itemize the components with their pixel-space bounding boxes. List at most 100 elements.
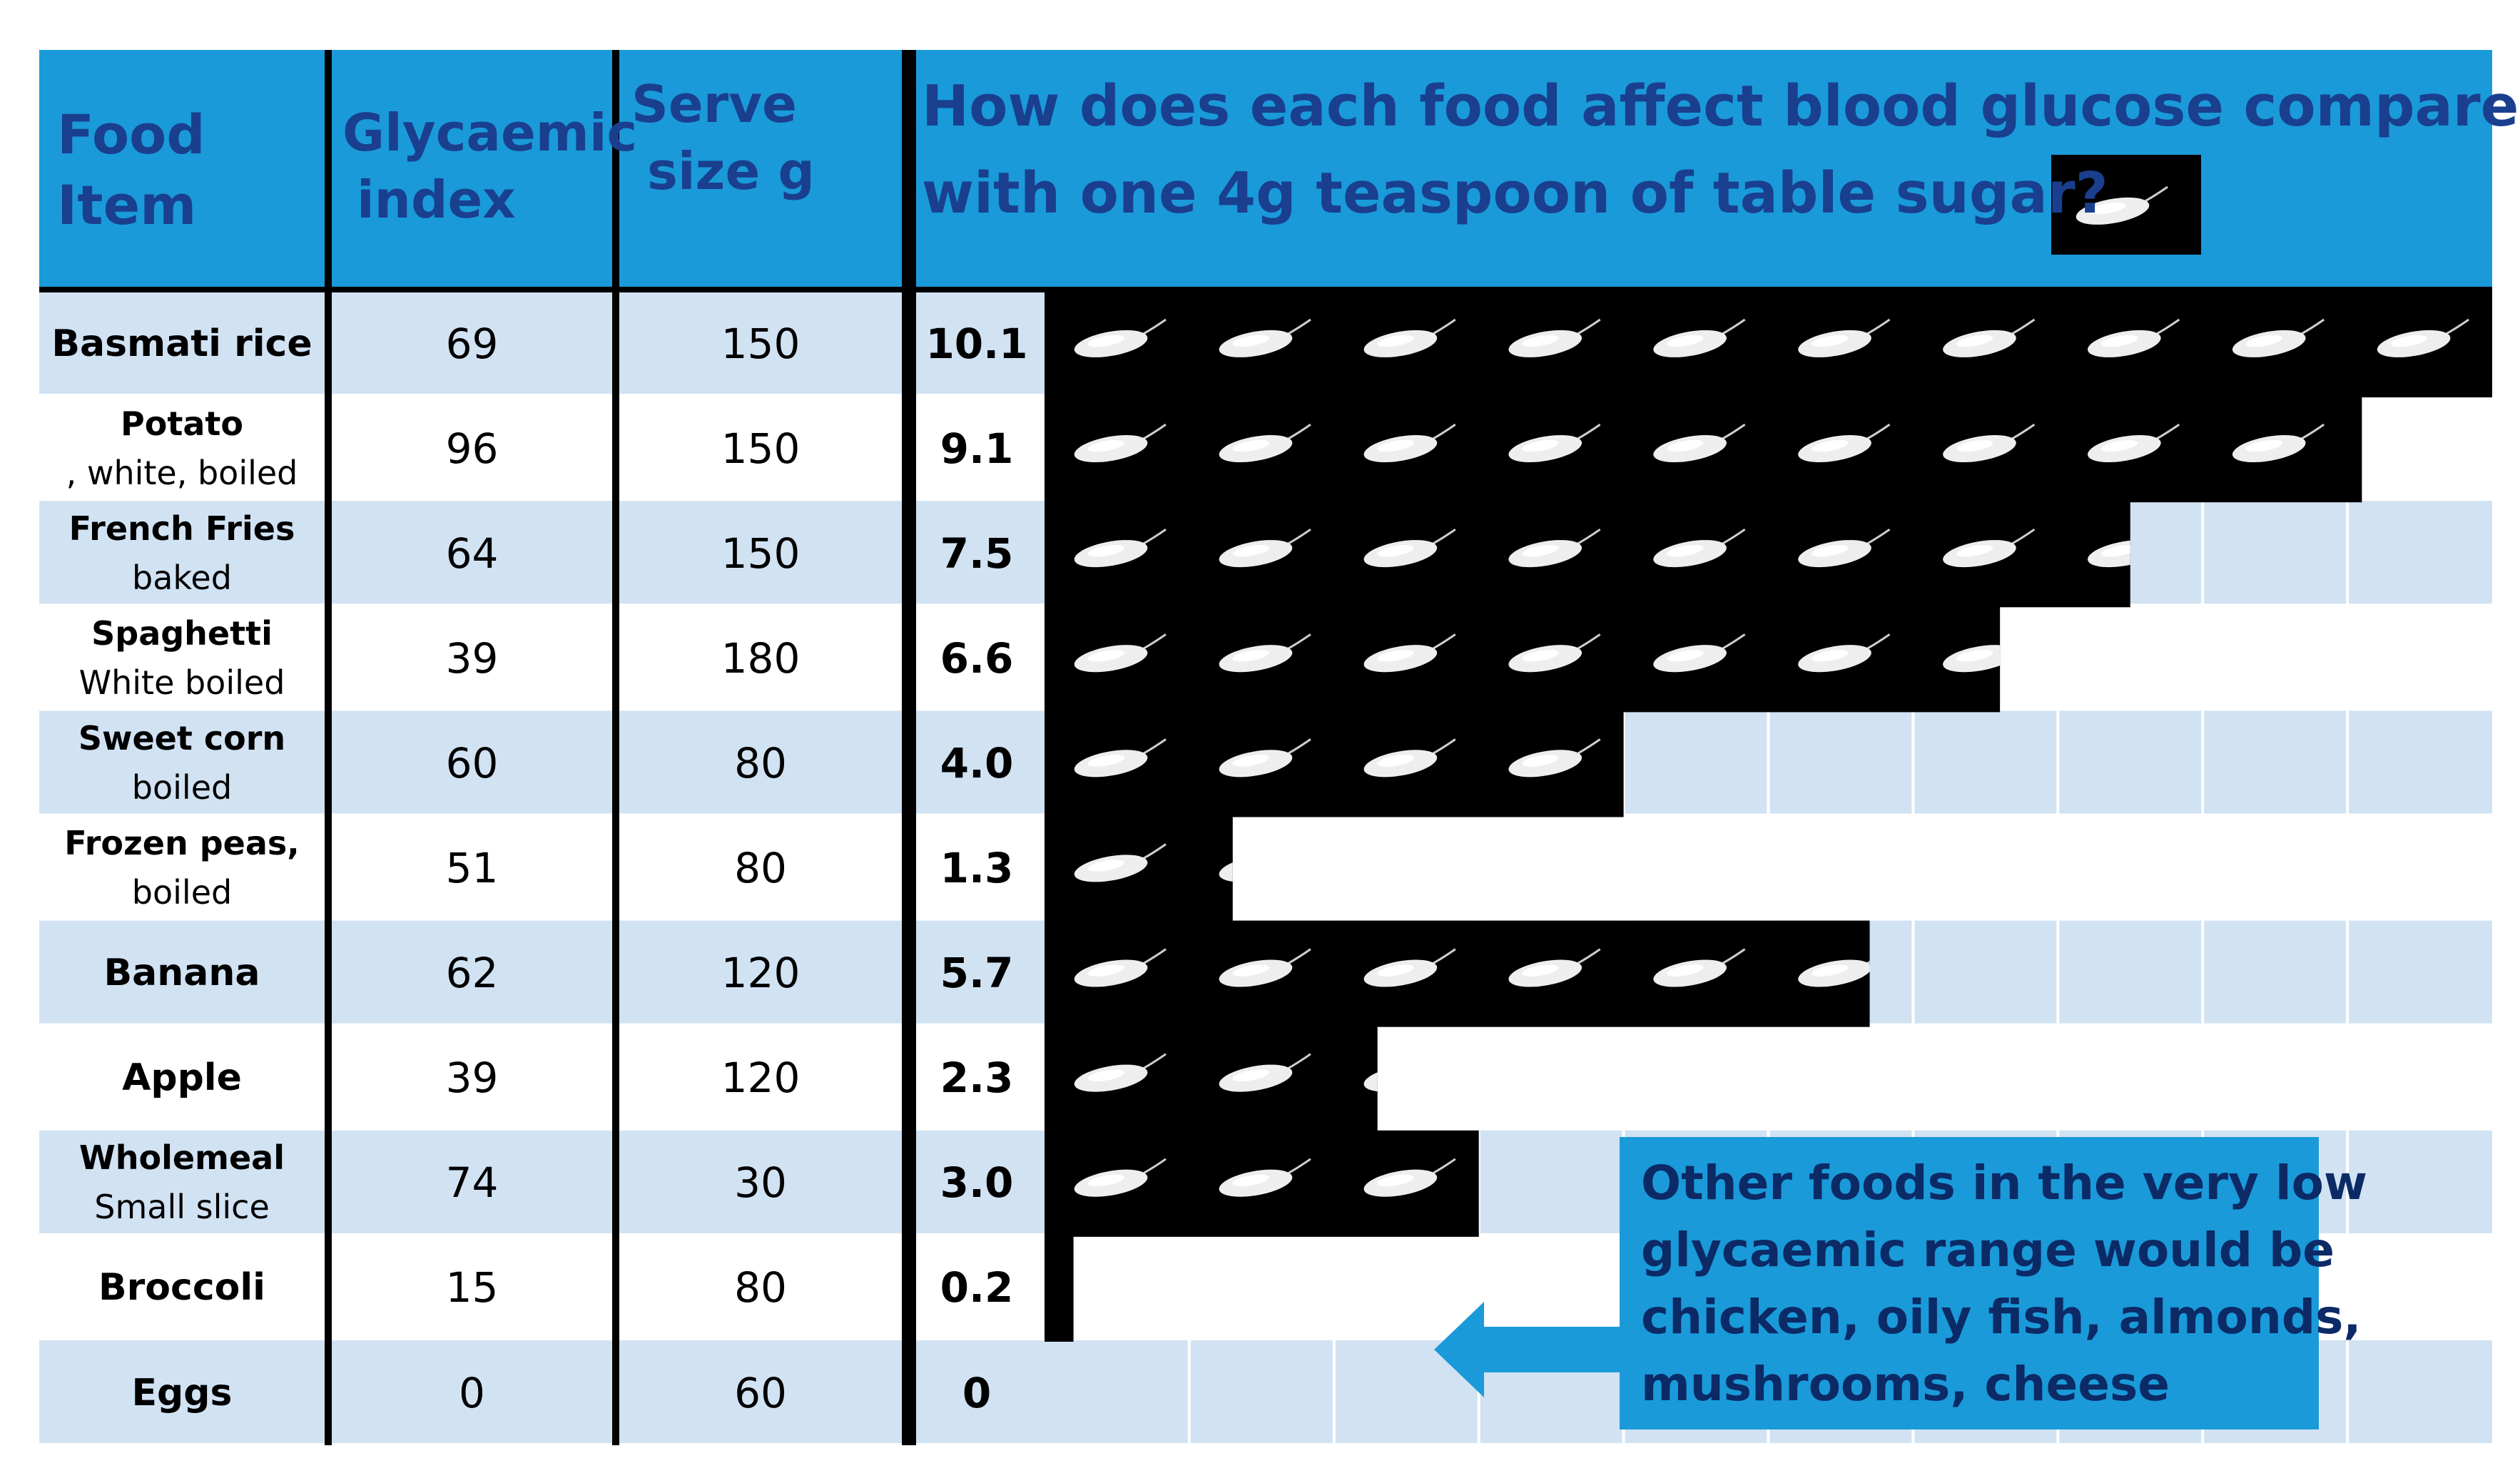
glycaemic-index-value: 64 bbox=[445, 529, 499, 578]
row-separator bbox=[39, 1443, 2492, 1448]
grid-cell-divider bbox=[2346, 1130, 2349, 1235]
sugar-teaspoon-icon bbox=[1074, 318, 1167, 357]
sugar-teaspoon-icon bbox=[1074, 948, 1167, 987]
sugar-teaspoon-icon bbox=[1363, 318, 1456, 357]
food-name-cell: French Fries baked bbox=[39, 501, 325, 606]
sugar-teaspoon-icon bbox=[1219, 528, 1311, 568]
header-food-item-line2: Item bbox=[57, 173, 197, 237]
grid-cell-divider bbox=[2056, 920, 2060, 1026]
glycaemic-index-value: 39 bbox=[445, 633, 499, 683]
sugar-teaspoon-icon bbox=[1363, 948, 1456, 987]
grid-cell-divider bbox=[1767, 710, 1770, 816]
header-serve-size: Serve size g bbox=[631, 71, 815, 205]
serve-size-value: 150 bbox=[721, 424, 801, 473]
grid-cell-divider bbox=[2346, 501, 2349, 606]
grid-cell-divider bbox=[1911, 710, 1915, 816]
sugar-teaspoon-icon bbox=[1074, 738, 1167, 778]
food-name-cell: Broccoli bbox=[39, 1235, 325, 1340]
serve-size-value: 80 bbox=[734, 844, 787, 893]
header-teaspoon-icon bbox=[2076, 185, 2168, 225]
food-name-cell: Wholemeal Small slice bbox=[39, 1131, 325, 1235]
food-name: Broccoli bbox=[98, 1266, 266, 1310]
food-detail: , white, boiled bbox=[66, 453, 298, 492]
teaspoon-value: 0 bbox=[962, 1368, 992, 1417]
teaspoon-value: 10.1 bbox=[925, 319, 1028, 368]
serve-size-value: 180 bbox=[721, 633, 801, 683]
food-name: Wholemeal bbox=[79, 1138, 285, 1178]
column-divider bbox=[909, 50, 916, 1446]
food-detail: boiled bbox=[131, 768, 233, 807]
header-glycaemic-index: Glycaemic index bbox=[342, 100, 637, 233]
sugar-teaspoon-icon bbox=[1074, 633, 1167, 673]
header-bottom-rule bbox=[39, 287, 2492, 292]
column-divider bbox=[612, 50, 619, 1446]
glycaemic-index-value: 0 bbox=[459, 1368, 485, 1417]
sugar-teaspoon-icon bbox=[2088, 318, 2180, 357]
sugar-teaspoon-icon bbox=[1943, 528, 2036, 568]
sugar-teaspoon-icon bbox=[1508, 633, 1601, 673]
sugar-teaspoon-icon bbox=[1653, 948, 1746, 987]
sugar-teaspoon-icon bbox=[1798, 528, 1891, 568]
column-divider bbox=[325, 50, 332, 1446]
note-line: chicken, oily fish, almonds, bbox=[1641, 1290, 2362, 1345]
grid-cell-divider bbox=[2201, 501, 2205, 606]
sugar-teaspoon-icon bbox=[1219, 1053, 1311, 1092]
grid-cell-divider bbox=[2346, 710, 2349, 816]
food-name-cell: Spaghetti White boiled bbox=[39, 606, 325, 710]
sugar-teaspoon-icon bbox=[2377, 318, 2469, 357]
sugar-teaspoon-icon bbox=[1943, 423, 2036, 463]
sugar-teaspoon-icon bbox=[1363, 423, 1456, 463]
note-line: glycaemic range would be bbox=[1641, 1223, 2335, 1278]
sugar-teaspoon-icon bbox=[1074, 1158, 1167, 1197]
sugar-teaspoon-icon bbox=[1798, 959, 1870, 987]
sugar-teaspoon-icon bbox=[1363, 633, 1456, 673]
food-name: Sweet corn bbox=[78, 718, 286, 758]
teaspoon-value: 4.0 bbox=[940, 738, 1014, 787]
serve-size-value: 120 bbox=[721, 949, 801, 998]
sugar-teaspoon-icon bbox=[1219, 738, 1311, 778]
teaspoon-value: 1.3 bbox=[940, 844, 1014, 893]
sugar-teaspoon-icon bbox=[1653, 423, 1746, 463]
header-serve-line1: Serve bbox=[631, 74, 797, 134]
food-detail: baked bbox=[132, 558, 232, 597]
teaspoon-value: 0.2 bbox=[940, 1263, 1014, 1312]
glycaemic-index-value: 74 bbox=[445, 1158, 499, 1208]
food-name: Banana bbox=[103, 952, 260, 995]
sugar-teaspoon-icon bbox=[1508, 423, 1601, 463]
sugar-teaspoon-icon bbox=[1943, 318, 2036, 357]
food-name: Potato bbox=[121, 404, 243, 443]
food-name: Spaghetti bbox=[91, 613, 273, 653]
food-name: Eggs bbox=[131, 1371, 233, 1414]
chart-title-line1: How does each food affect blood glucose … bbox=[922, 73, 2520, 139]
sugar-teaspoon-icon bbox=[1508, 738, 1601, 778]
glycaemic-index-value: 62 bbox=[445, 949, 499, 998]
sugar-teaspoon-icon bbox=[1219, 1158, 1311, 1197]
glycaemic-index-value: 15 bbox=[445, 1263, 499, 1312]
sugar-teaspoon-icon bbox=[1508, 948, 1601, 987]
teaspoon-bar bbox=[1045, 1235, 1074, 1342]
sugar-teaspoon-icon bbox=[1653, 528, 1746, 568]
sugar-teaspoon-icon bbox=[1508, 528, 1601, 568]
sugar-teaspoon-icon bbox=[1219, 423, 1311, 463]
grid-cell-divider bbox=[2056, 710, 2060, 816]
sugar-teaspoon-icon bbox=[1074, 1053, 1167, 1092]
sugar-teaspoon-icon bbox=[2232, 423, 2325, 463]
sugar-teaspoon-icon bbox=[1219, 948, 1311, 987]
sugar-teaspoon-icon bbox=[1798, 423, 1891, 463]
teaspoon-value: 7.5 bbox=[940, 529, 1014, 578]
teaspoon-value: 9.1 bbox=[940, 424, 1014, 473]
glycaemic-index-value: 39 bbox=[445, 1054, 499, 1103]
sugar-teaspoon-icon bbox=[1363, 738, 1456, 778]
chart-title-line2: with one 4g teaspoon of table sugar? bbox=[922, 160, 2108, 226]
glycaemic-index-value: 51 bbox=[445, 844, 499, 893]
serve-size-value: 80 bbox=[734, 738, 787, 787]
food-name: Frozen peas, bbox=[64, 824, 300, 863]
sugar-teaspoon-icon bbox=[2088, 423, 2180, 463]
teaspoon-value: 2.3 bbox=[940, 1054, 1014, 1103]
serve-size-value: 30 bbox=[734, 1158, 787, 1208]
food-name: Apple bbox=[122, 1056, 242, 1100]
note-arrow-icon bbox=[1434, 1302, 1620, 1397]
sugar-teaspoon-icon bbox=[1074, 843, 1167, 882]
header-food-item-line1: Food bbox=[57, 103, 205, 166]
